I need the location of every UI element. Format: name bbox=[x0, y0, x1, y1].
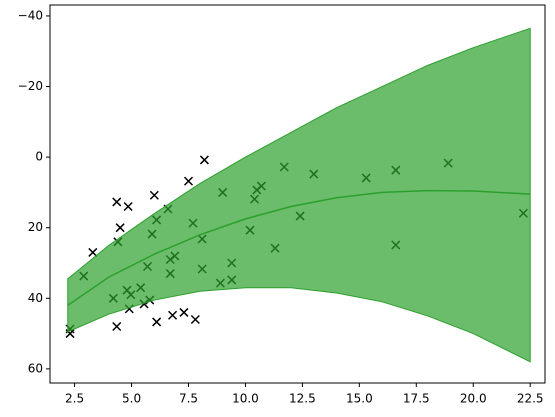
x-tick-label: 17.5 bbox=[403, 392, 430, 406]
y-tick-label: 60 bbox=[28, 361, 43, 375]
x-tick-label: 12.5 bbox=[289, 392, 316, 406]
point bbox=[115, 223, 125, 233]
point bbox=[168, 310, 178, 320]
y-tick-label: 40 bbox=[28, 291, 43, 305]
point bbox=[112, 197, 122, 207]
point bbox=[112, 321, 122, 332]
y-tick-label: 0 bbox=[35, 150, 43, 164]
x-tick-label: 7.5 bbox=[179, 392, 198, 406]
point bbox=[179, 307, 189, 317]
point bbox=[190, 314, 200, 325]
axes-frame bbox=[49, 4, 546, 384]
x-tick-label: 20.0 bbox=[460, 392, 487, 406]
point bbox=[199, 155, 209, 165]
point bbox=[88, 247, 98, 257]
y-tick-label: 20 bbox=[28, 220, 43, 234]
x-tick-label: 10.0 bbox=[232, 392, 259, 406]
point bbox=[149, 190, 159, 200]
x-tick-label: 5.0 bbox=[122, 392, 141, 406]
fit-line bbox=[67, 189, 531, 306]
x-tick-label: 15.0 bbox=[346, 392, 373, 406]
y-tick-label: −20 bbox=[18, 79, 43, 93]
confidence-band bbox=[67, 27, 531, 363]
point bbox=[183, 176, 194, 186]
y-tick-label: −40 bbox=[18, 8, 43, 22]
point bbox=[152, 317, 162, 327]
x-tick-label: 2.5 bbox=[65, 392, 84, 406]
point bbox=[123, 201, 133, 212]
x-tick-label: 22.5 bbox=[517, 392, 544, 406]
